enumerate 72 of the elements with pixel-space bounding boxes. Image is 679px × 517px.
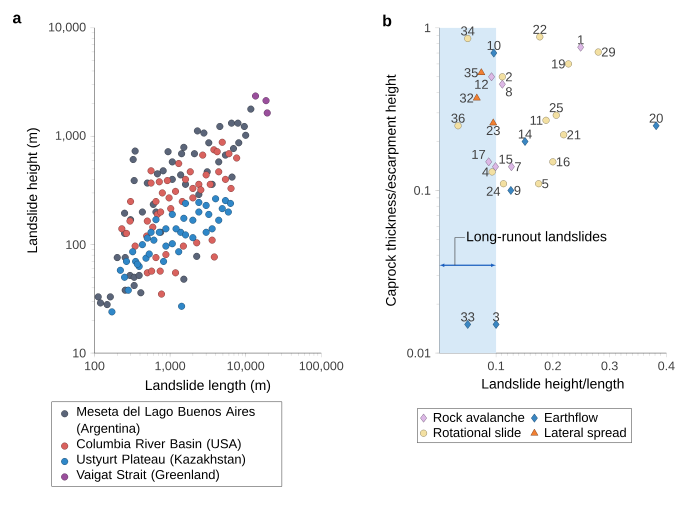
annotation: 10 <box>488 40 500 50</box>
annotation: 5 <box>542 179 548 188</box>
annotation: 3 <box>492 312 500 322</box>
annotation: 4 <box>482 167 489 176</box>
y-tick-label: 10,000 <box>49 22 86 33</box>
annotation: 21 <box>567 130 580 140</box>
point <box>489 118 498 126</box>
point <box>594 48 602 56</box>
x-tick-label: 0.4 <box>658 361 675 370</box>
point <box>549 158 556 166</box>
annotation: 7 <box>515 162 521 172</box>
x-tick-label: 10,000 <box>228 361 264 372</box>
legend-label: Earthflow <box>545 412 598 422</box>
legend-label: Vaigat Strait (Greenland) <box>76 470 219 482</box>
point <box>488 168 496 176</box>
point <box>500 180 507 188</box>
x-axis-title: Landslide length (m) <box>146 380 270 393</box>
annotation: 14 <box>518 130 532 138</box>
chart-title: a <box>12 14 22 24</box>
x-tick-label: 100,000 <box>300 361 344 372</box>
band-label: Long-runout landslides <box>467 231 606 244</box>
y-axis-title: Caprock thickness/escarpment height <box>386 74 399 306</box>
legend-label: Columbia River Basin (USA) <box>76 438 241 451</box>
point <box>485 157 492 166</box>
y-tick-label: 0.01 <box>407 348 430 358</box>
y-tick-label: 0.1 <box>414 186 430 195</box>
annotation: 36 <box>451 114 465 123</box>
y-tick-label: 1 <box>424 23 430 32</box>
point <box>560 131 568 138</box>
annotation: 2 <box>506 72 512 82</box>
annotation: 17 <box>472 150 486 159</box>
annotation: 35 <box>464 68 478 78</box>
x-tick-label: 100 <box>85 361 104 370</box>
annotation: 12 <box>475 80 488 89</box>
annotation: 24 <box>486 186 500 196</box>
point <box>542 116 550 124</box>
point <box>564 60 572 68</box>
point <box>492 162 499 172</box>
legend-label: Ustyurt Plateau (Kazakhstan) <box>77 454 246 466</box>
x-tick-label: 0.1 <box>488 361 504 370</box>
y-tick-label: 10 <box>73 348 86 358</box>
y-tick-label: 1,000 <box>56 131 86 142</box>
x-axis-title: Landslide height/length <box>482 378 624 392</box>
legend-label: Lateral spread <box>545 428 626 440</box>
point <box>535 180 542 188</box>
annotation: 34 <box>461 26 475 36</box>
x-tick-label: 0.3 <box>601 361 618 370</box>
annotation: 8 <box>506 87 512 96</box>
y-tick-label: 100 <box>66 240 86 249</box>
point <box>498 80 506 89</box>
annotation: 29 <box>602 47 616 57</box>
legend-label: Rock avalanche <box>434 412 524 422</box>
annotation: 19 <box>552 59 565 68</box>
annotation: 20 <box>650 114 663 123</box>
chart-title: b <box>383 14 392 26</box>
annotation: 22 <box>533 24 546 34</box>
annotation: 33 <box>461 312 474 322</box>
point <box>507 186 514 195</box>
annotation: 32 <box>460 93 474 103</box>
legend-label: Rotational slide <box>434 428 521 438</box>
y-axis-title: Landslide height (m) <box>26 128 40 252</box>
legend-label: Meseta del Lago Buenos Aires (Argentina) <box>77 406 255 436</box>
annotation: 11 <box>530 116 542 125</box>
annotation: 23 <box>486 126 500 136</box>
point <box>488 72 495 82</box>
x-tick-label: 0.2 <box>544 361 561 370</box>
annotation: 16 <box>556 157 570 166</box>
x-tick-label: 1,000 <box>155 361 186 372</box>
point <box>498 73 506 80</box>
annotation: 25 <box>550 103 563 112</box>
annotation: 9 <box>514 186 520 195</box>
annotation: 15 <box>499 154 512 164</box>
